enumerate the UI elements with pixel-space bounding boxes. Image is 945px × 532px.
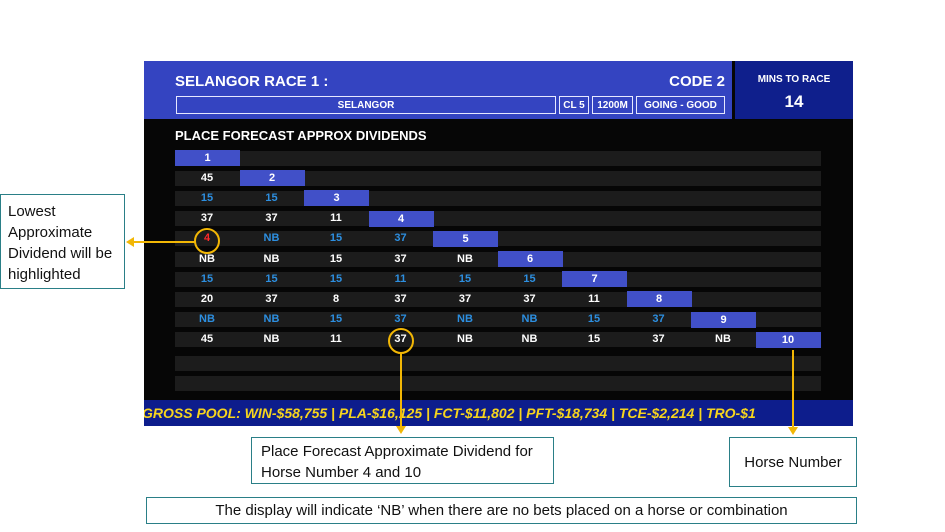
race-header: SELANGOR RACE 1 : CODE 2 SELANGOR CL 5 1… <box>144 61 732 119</box>
dividend-cell: 15 <box>329 252 343 265</box>
dividend-cell: NB <box>457 333 473 346</box>
dividend-cell: NB <box>457 252 473 265</box>
dividend-cell: 20 <box>200 292 214 305</box>
table-row <box>175 271 821 287</box>
venue-box: SELANGOR <box>176 96 556 114</box>
nb-note-text: The display will indicate ‘NB’ when ther… <box>215 502 788 519</box>
table-row <box>175 312 821 328</box>
highlight-ring <box>194 228 220 254</box>
callout-place-forecast: Place Forecast Approximate Dividend for … <box>251 437 554 484</box>
callout-horse-number: Horse Number <box>729 437 857 487</box>
dividend-cell: 37 <box>394 252 407 265</box>
table-row <box>175 376 821 392</box>
mins-to-race-panel: MINS TO RACE 14 <box>735 61 853 119</box>
nb-note: The display will indicate ‘NB’ when ther… <box>146 497 857 524</box>
dividend-cell: 37 <box>458 292 472 305</box>
table-row <box>175 211 821 227</box>
horse-number-cell: 3 <box>304 190 369 207</box>
table-row <box>175 170 821 186</box>
dividend-cell: 37 <box>200 212 214 225</box>
race-title: SELANGOR RACE 1 : <box>175 73 329 90</box>
callout-lowest-text: Lowest Approximate Dividend will be high… <box>8 203 113 283</box>
table-row <box>175 356 821 371</box>
dividend-cell: 15 <box>458 272 472 285</box>
callout-line <box>400 354 402 426</box>
horse-number-cell: 8 <box>626 291 692 308</box>
dividend-cell: 37 <box>394 313 407 326</box>
dividend-cell: 37 <box>652 313 665 326</box>
callout-line <box>133 241 196 243</box>
race-code: CODE 2 <box>669 73 725 90</box>
dividend-cell: NB <box>263 252 280 265</box>
arrow-down-icon <box>788 427 798 435</box>
dividend-cell: 37 <box>394 232 407 245</box>
going-box: GOING - GOOD <box>636 96 725 114</box>
arrow-left-icon <box>126 237 134 247</box>
class-box: CL 5 <box>559 96 589 114</box>
horse-number-cell: 6 <box>497 251 563 267</box>
callout-place-forecast-text: Place Forecast Approximate Dividend for … <box>261 443 533 481</box>
dividend-cell: 45 <box>200 171 214 184</box>
dividend-cell: NB <box>521 313 538 326</box>
horse-number-cell: 5 <box>433 230 498 247</box>
dividend-cell: 37 <box>652 333 665 346</box>
dividend-cell: NB <box>263 333 280 346</box>
dividend-cell: 37 <box>394 292 407 305</box>
horse-number-cell: 1 <box>175 150 240 166</box>
dividend-cell: NB <box>263 232 280 245</box>
dividend-cell: NB <box>521 333 538 346</box>
dividend-cell: NB <box>199 252 215 265</box>
arrow-down-icon <box>396 426 406 434</box>
callout-lowest: Lowest Approximate Dividend will be high… <box>0 194 125 289</box>
dividend-cell: 37 <box>265 292 278 305</box>
dividend-cell: 11 <box>588 292 600 305</box>
horse-number-cell: 7 <box>562 271 627 288</box>
dividend-cell: 11 <box>330 212 342 225</box>
dividend-cell: 8 <box>332 292 340 305</box>
horse-number-cell: 4 <box>368 210 434 227</box>
table-row <box>175 150 821 166</box>
dividend-cell: 15 <box>523 272 536 285</box>
table-row <box>175 332 821 348</box>
dividend-cell: NB <box>263 313 280 326</box>
pool-ticker: GROSS POOL: WIN-$58,755 | PLA-$16,125 | … <box>144 400 853 426</box>
horse-number-cell: 2 <box>239 170 305 187</box>
table-row <box>175 231 821 247</box>
dividend-cell: 15 <box>587 333 601 346</box>
mins-to-race-value: 14 <box>784 92 804 111</box>
section-title: PLACE FORECAST APPROX DIVIDENDS <box>175 128 427 143</box>
dividend-cell: 37 <box>265 212 278 225</box>
mins-to-race-label: MINS TO RACE <box>757 74 831 85</box>
dividend-cell: 11 <box>394 272 407 285</box>
dividend-cell: 15 <box>329 232 343 245</box>
dividend-cell: 11 <box>330 333 342 346</box>
callout-line <box>792 350 794 427</box>
dividend-cell: NB <box>457 313 473 326</box>
horse-number-cell: 9 <box>691 311 756 328</box>
dividend-cell: 15 <box>329 313 343 326</box>
ticker-text: GROSS POOL: WIN-$58,755 | PLA-$16,125 | … <box>144 405 756 421</box>
distance-box: 1200M <box>592 96 633 114</box>
dividend-cell: 15 <box>587 313 601 326</box>
callout-horse-number-text: Horse Number <box>744 453 842 471</box>
dividend-cell: 15 <box>265 191 278 204</box>
dividend-cell: NB <box>199 313 215 326</box>
dividend-cell: 45 <box>200 333 214 346</box>
horse-number-cell: 10 <box>755 331 821 348</box>
dividend-cell: 15 <box>265 272 278 285</box>
dividend-cell: 37 <box>523 292 536 305</box>
dividend-cell: 15 <box>329 272 343 285</box>
dividend-cell: 15 <box>200 191 214 204</box>
dividend-cell: NB <box>715 333 731 346</box>
dividend-cell: 15 <box>200 272 214 285</box>
highlight-ring <box>388 328 414 354</box>
race-board: SELANGOR RACE 1 : CODE 2 SELANGOR CL 5 1… <box>144 61 853 426</box>
